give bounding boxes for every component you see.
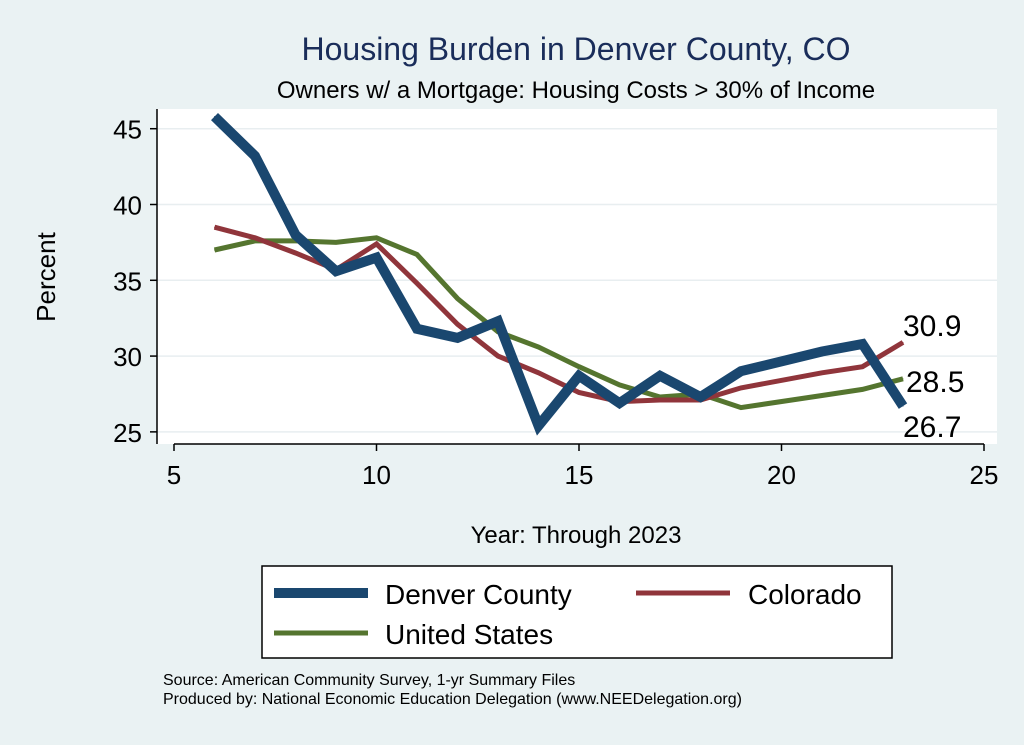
data-point — [659, 399, 661, 401]
data-point — [902, 378, 904, 380]
y-tick-label: 40 — [113, 190, 142, 220]
data-point — [578, 391, 580, 393]
data-point — [740, 407, 742, 409]
y-tick-label: 25 — [113, 418, 142, 448]
data-point — [254, 155, 256, 157]
data-point — [335, 241, 337, 243]
legend-box — [261, 565, 893, 659]
data-point — [659, 396, 661, 398]
data-point — [821, 372, 823, 374]
data-point — [497, 320, 499, 322]
y-tick-label: 30 — [113, 342, 142, 372]
data-point — [457, 337, 458, 339]
data-point — [821, 351, 823, 353]
x-tick-label: 20 — [767, 460, 796, 490]
x-tick-label: 10 — [362, 460, 391, 490]
chart-title: Housing Burden in Denver County, CO — [301, 31, 850, 67]
data-point — [821, 394, 823, 396]
data-point — [538, 372, 539, 374]
y-tick-label: 35 — [113, 266, 142, 296]
chart-subtitle: Owners w/ a Mortgage: Housing Costs > 30… — [277, 77, 875, 104]
grid-lines — [157, 127, 997, 433]
data-point — [214, 116, 215, 118]
data-point — [416, 254, 418, 256]
data-point — [335, 270, 337, 272]
data-point — [376, 257, 377, 259]
source-note: Source: American Community Survey, 1-yr … — [163, 672, 576, 689]
data-point — [416, 282, 418, 284]
data-point — [862, 343, 863, 345]
legend-label-united-states: United States — [385, 619, 553, 650]
data-point — [538, 346, 539, 348]
data-point — [619, 402, 620, 404]
data-point — [862, 366, 863, 368]
data-point — [376, 237, 377, 239]
end-label-denver-county: 26.7 — [903, 411, 961, 444]
data-point — [659, 375, 661, 377]
data-point — [376, 243, 377, 245]
data-point — [740, 370, 742, 372]
data-point — [497, 355, 499, 357]
x-tick-label: 5 — [167, 460, 181, 490]
data-point — [214, 226, 215, 228]
end-label-colorado: 30.9 — [903, 310, 961, 343]
data-point — [254, 237, 256, 239]
legend-label-colorado: Colorado — [748, 579, 862, 610]
end-label-united-states: 28.5 — [906, 366, 964, 399]
data-point — [740, 387, 742, 389]
x-tick-label: 25 — [970, 460, 999, 490]
axes: 25 30 35 40 45 5 10 15 20 25 — [113, 109, 998, 490]
legend-label-denver-county: Denver County — [385, 579, 572, 610]
data-point — [457, 297, 458, 299]
data-point — [902, 405, 904, 407]
series-lines — [211, 113, 908, 436]
data-point — [902, 341, 904, 343]
data-point — [416, 328, 418, 330]
data-point — [862, 388, 863, 390]
y-tick-label: 45 — [113, 115, 142, 145]
data-point — [457, 323, 458, 325]
legend: Denver County Colorado United States — [261, 565, 893, 659]
data-point — [700, 396, 701, 398]
data-point — [295, 252, 296, 254]
data-point — [254, 240, 256, 242]
producer-note: Produced by: National Economic Education… — [163, 691, 742, 708]
y-axis-label: Percent — [31, 231, 61, 321]
data-point — [578, 375, 580, 377]
data-point — [538, 425, 539, 427]
data-point — [578, 366, 580, 368]
x-tick-label: 15 — [565, 460, 594, 490]
data-point — [214, 249, 215, 251]
x-axis-label: Year: Through 2023 — [471, 522, 682, 549]
data-point — [619, 384, 620, 386]
data-point — [295, 234, 296, 236]
